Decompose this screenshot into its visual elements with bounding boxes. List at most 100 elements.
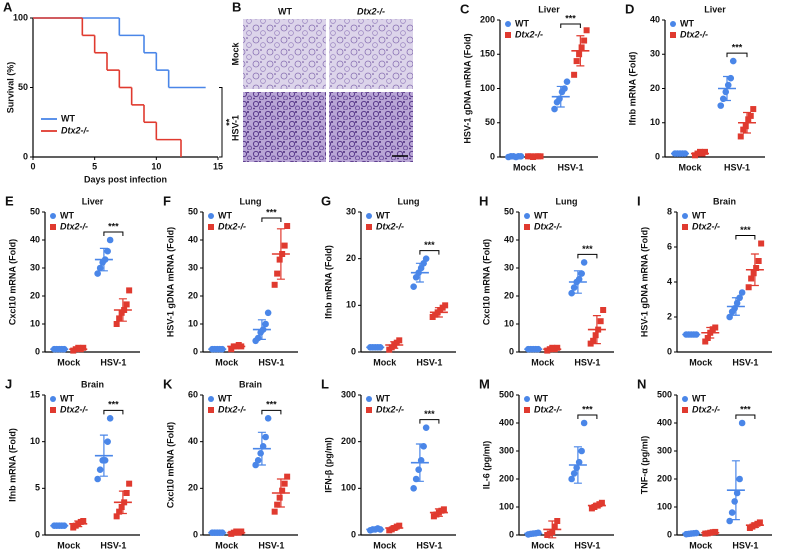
error-bar <box>573 446 582 484</box>
y-tick-label: 40 <box>650 14 660 24</box>
legend-label: Dtx2-/- <box>376 404 404 414</box>
error-bar <box>556 85 565 108</box>
panel-title: Brain <box>713 196 736 206</box>
data-point <box>722 88 730 96</box>
significance-bracket <box>261 409 282 415</box>
y-tick-label: 10 <box>650 117 660 127</box>
y-axis-label: Cxcl10 mRNA (Fold) <box>481 239 491 325</box>
error-bar <box>706 531 715 535</box>
y-tick-label: 10 <box>346 300 356 310</box>
data-point <box>578 44 585 51</box>
error-bar <box>548 347 557 351</box>
data-point <box>101 457 109 464</box>
error-bar <box>99 247 108 272</box>
data-point <box>748 275 755 282</box>
legend-marker <box>50 407 56 413</box>
panel-letter: J <box>5 376 12 391</box>
error-bar <box>415 443 424 482</box>
data-point <box>94 475 101 483</box>
legend-label: Dtx2-/- <box>376 221 404 231</box>
x-tick-label: HSV-1 <box>100 357 126 367</box>
y-tick-label: 100 <box>499 501 514 511</box>
x-tick-label: Mock <box>689 540 713 550</box>
panel-title: Lung <box>556 196 578 206</box>
error-bar <box>592 315 601 345</box>
data-point <box>116 315 123 322</box>
data-point <box>106 415 114 422</box>
y-tick-label: 0 <box>193 346 198 356</box>
error-bar <box>706 326 715 339</box>
y-tick-label: 200 <box>657 473 672 483</box>
x-tick-label: Mock <box>215 357 239 367</box>
data-point <box>123 301 130 308</box>
data-point <box>554 344 561 351</box>
legend-marker <box>50 224 56 230</box>
panel-letter: M <box>479 376 490 391</box>
data-point <box>578 270 585 277</box>
legend-label: WT <box>218 210 232 220</box>
panel-title: Lung <box>398 196 420 206</box>
y-axis-label: IL-6 (pg/ml) <box>481 441 491 490</box>
y-tick-label: 40 <box>188 234 198 244</box>
error-bar <box>731 297 740 316</box>
chart-panel: 0 20 40 60 Cxcl10 mRNA (Fold) K Brain Mock HSV-1… <box>163 376 298 550</box>
data-point <box>264 309 272 317</box>
y-tick-label: 300 <box>657 445 672 455</box>
x-tick-label: Mock <box>531 357 555 367</box>
x-tick-label: HSV-1 <box>258 357 284 367</box>
y-axis-label: Ifnb mRNA (Fold) <box>7 428 17 502</box>
x-tick-label: Mock <box>513 162 537 172</box>
legend-label: WT <box>692 393 706 403</box>
legend-label: WT <box>60 210 74 220</box>
y-tick-label: 0 <box>667 529 672 539</box>
error-bar <box>390 341 399 349</box>
data-point <box>570 284 578 291</box>
error-bar <box>257 431 266 466</box>
legend-label: WT <box>515 18 529 28</box>
legend-marker <box>524 213 530 219</box>
y-tick-label: 20 <box>346 253 356 263</box>
legend-marker <box>208 396 214 402</box>
y-tick-label: 50 <box>18 82 28 92</box>
y-tick-label: 100 <box>341 483 356 493</box>
x-tick-label: HSV-1 <box>732 540 758 550</box>
chart-panel: 0 10 20 30 Ifnb mRNA (Fold) G Lung Mock HSV-1 WTD… <box>321 193 456 367</box>
legend-marker <box>682 213 688 219</box>
panel-letter: I <box>637 193 641 208</box>
significance: *** <box>424 409 435 419</box>
error-bar <box>530 155 539 158</box>
data-point <box>753 265 760 271</box>
data-point <box>281 242 288 249</box>
panel-letter: G <box>321 193 331 208</box>
y-tick-label: 300 <box>341 389 356 399</box>
data-point <box>712 528 719 535</box>
legend-marker <box>505 21 511 27</box>
panel-title: Lung <box>240 196 262 206</box>
y-tick-label: 0 <box>490 151 495 161</box>
panel-letter: F <box>163 193 171 208</box>
data-point <box>756 519 763 526</box>
y-tick-label: 0 <box>35 346 40 356</box>
y-tick-label: 30 <box>188 262 198 272</box>
significance-bracket <box>735 414 756 419</box>
error-bar <box>750 253 759 287</box>
y-tick-label: 0 <box>667 346 672 356</box>
y-tick-label: 15 <box>30 389 40 399</box>
y-tick-label: 30 <box>346 206 356 216</box>
data-point <box>736 475 743 483</box>
legend-label: Dtx2-/- <box>515 29 543 39</box>
y-tick-label: 300 <box>499 445 514 455</box>
y-tick-label: 40 <box>30 234 40 244</box>
panel-title: Brain <box>81 379 104 389</box>
legend-label: Dtx2-/- <box>534 404 562 414</box>
error-bar <box>743 111 751 134</box>
legend-marker <box>682 407 688 413</box>
significance: *** <box>582 404 593 414</box>
chart-panel: 0 5 10 15 Ifnb mRNA (Fold) J Brain Mock HSV-1 WTD… <box>5 376 140 550</box>
legend-label: Dtx2-/- <box>692 404 720 414</box>
chart-panel: 0 10 20 30 40 Ifnb mRNA (Fold) D Liver Mock HSV-1… <box>625 1 765 172</box>
y-tick-label: 500 <box>657 389 672 399</box>
significance: *** <box>266 207 277 217</box>
error-bar <box>74 520 83 528</box>
